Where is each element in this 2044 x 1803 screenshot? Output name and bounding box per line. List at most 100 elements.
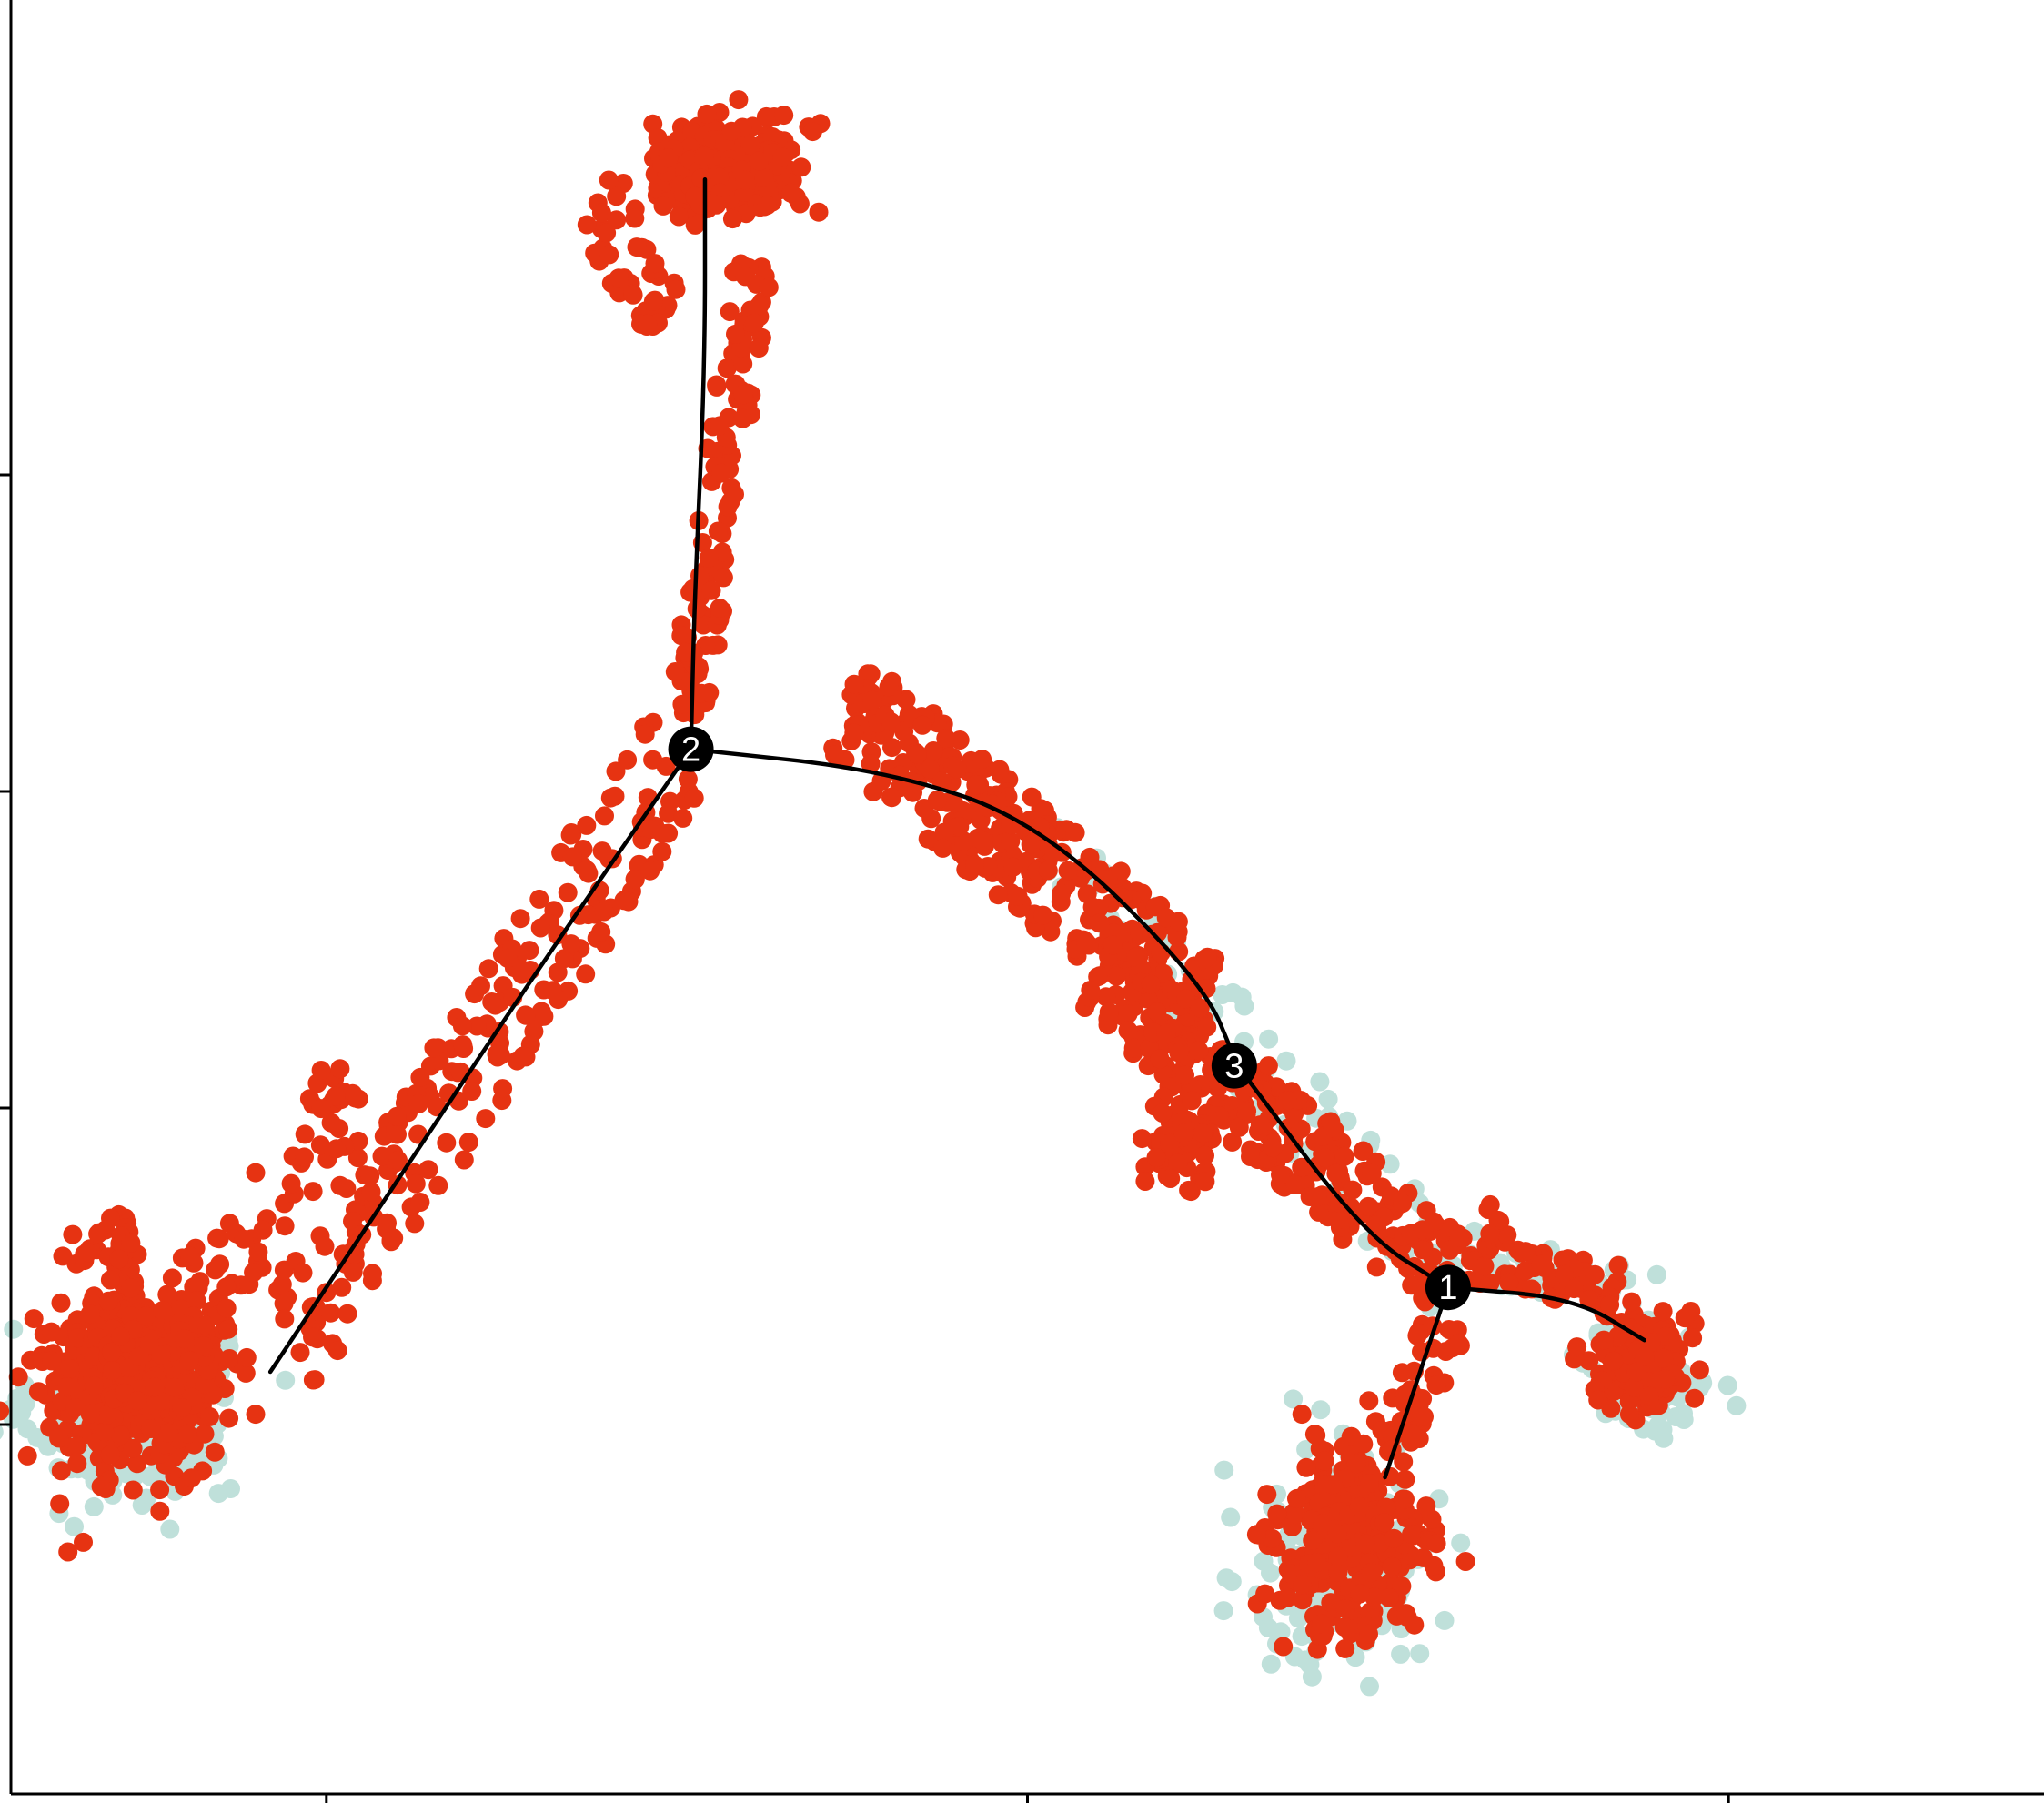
highlighted-cell-point <box>1382 1556 1402 1576</box>
highlighted-cell-point <box>1354 1141 1374 1161</box>
highlighted-cell-point <box>1328 1546 1348 1566</box>
highlighted-cell-point <box>1292 1405 1312 1425</box>
highlighted-cell-point <box>1413 1240 1433 1260</box>
highlighted-cell-point <box>1076 932 1096 952</box>
highlighted-cell-point <box>1173 1123 1193 1143</box>
highlighted-cell-point <box>209 1229 229 1249</box>
highlighted-cell-point <box>1366 1257 1386 1277</box>
highlighted-cell-point <box>327 1341 347 1361</box>
background-cell-point <box>65 1516 84 1536</box>
highlighted-cell-point <box>543 981 562 1001</box>
highlighted-cell-point <box>665 662 685 681</box>
branch-node-marker <box>668 726 714 772</box>
highlighted-cell-point <box>141 1419 161 1438</box>
highlighted-cell-point <box>623 285 643 305</box>
background-cell-point <box>1410 1644 1430 1664</box>
highlighted-cell-point <box>1685 1388 1705 1408</box>
highlighted-cell-point <box>337 1179 357 1198</box>
highlighted-cell-point <box>378 1213 397 1233</box>
highlighted-cell-point <box>558 882 578 902</box>
background-cell-point <box>84 1496 104 1516</box>
branch-node-label: 3 <box>1224 1048 1244 1086</box>
highlighted-cell-point <box>408 1094 428 1113</box>
highlighted-cell-point <box>1328 1210 1348 1230</box>
highlighted-cell-point <box>1306 1425 1326 1445</box>
highlighted-cell-point <box>347 1148 368 1168</box>
highlighted-cell-point <box>1146 1148 1166 1167</box>
highlighted-cell-point <box>1359 1391 1379 1411</box>
highlighted-cell-point <box>127 1454 147 1474</box>
highlighted-cell-point <box>303 1327 322 1347</box>
highlighted-cell-point <box>1449 1227 1469 1247</box>
highlighted-cell-point <box>452 1016 472 1036</box>
highlighted-cell-point <box>1175 989 1195 1009</box>
highlighted-cell-point <box>109 1249 129 1269</box>
highlighted-cell-point <box>1608 1255 1628 1275</box>
highlighted-cell-point <box>1266 1077 1286 1097</box>
highlighted-cell-point <box>274 1260 294 1280</box>
background-cell-point <box>4 1319 24 1339</box>
branch-point-1: 1 <box>1425 1264 1471 1311</box>
highlighted-cell-point <box>577 815 597 835</box>
highlighted-cell-point <box>1447 1320 1467 1340</box>
highlighted-cell-point <box>862 690 882 710</box>
highlighted-cell-point <box>281 1173 301 1194</box>
highlighted-cell-point <box>713 568 733 588</box>
highlighted-cell-point <box>1113 888 1133 908</box>
highlighted-cell-point <box>524 1022 544 1042</box>
highlighted-cell-point <box>1246 1525 1266 1545</box>
highlighted-cell-point <box>920 760 940 779</box>
highlighted-cell-point <box>157 1284 177 1304</box>
highlighted-cell-point <box>1424 1212 1444 1232</box>
highlighted-cell-point <box>710 599 730 618</box>
highlighted-cell-point <box>78 1243 98 1263</box>
highlighted-cell-point <box>1585 1264 1605 1284</box>
background-cell-point <box>1391 1644 1411 1664</box>
highlighted-cell-point <box>1374 1513 1395 1533</box>
highlighted-cell-point <box>1099 1002 1119 1022</box>
highlighted-cell-point <box>1096 987 1116 1007</box>
highlighted-cell-point <box>216 1298 237 1318</box>
highlighted-cell-point <box>274 1294 294 1314</box>
highlighted-cell-point <box>861 754 881 773</box>
highlighted-cell-point <box>498 948 518 968</box>
highlighted-cell-point <box>1328 1562 1348 1582</box>
highlighted-cell-point <box>65 1398 86 1418</box>
highlighted-cell-point <box>1392 1363 1412 1383</box>
trajectory-line-stem-top <box>689 176 708 751</box>
highlighted-cell-point <box>74 1532 93 1552</box>
highlighted-cell-point <box>424 1038 444 1058</box>
highlighted-cell-point <box>1132 1129 1152 1149</box>
highlighted-cell-point <box>100 1445 120 1465</box>
highlighted-cell-point <box>1414 1547 1434 1567</box>
highlighted-cell-point <box>103 1361 122 1381</box>
highlighted-cell-point <box>965 855 984 875</box>
branch-node-marker <box>1425 1264 1471 1311</box>
highlighted-cell-point <box>701 580 721 600</box>
highlighted-cell-point <box>882 738 901 758</box>
highlighted-cell-point <box>1475 1256 1495 1276</box>
highlighted-cell-point <box>562 847 582 867</box>
highlighted-cell-point <box>591 922 611 942</box>
highlighted-cell-point <box>1008 886 1028 906</box>
highlighted-cell-point <box>1600 1294 1620 1314</box>
highlighted-cell-point <box>1293 1590 1313 1610</box>
highlighted-cell-point <box>1654 1348 1674 1368</box>
highlighted-cell-point <box>594 902 614 922</box>
highlighted-cell-point <box>733 385 753 405</box>
highlighted-cell-point <box>717 358 737 378</box>
highlighted-cell-point <box>671 626 691 646</box>
highlighted-cell-point <box>1334 1617 1354 1637</box>
highlighted-cell-point <box>1309 1202 1329 1222</box>
highlighted-cell-point <box>576 964 596 984</box>
background-cell-point <box>1435 1610 1455 1630</box>
highlighted-cell-point <box>98 1291 118 1311</box>
highlighted-cell-point <box>678 770 698 789</box>
highlighted-cell-point <box>363 1264 382 1284</box>
highlighted-cell-point <box>735 170 755 190</box>
highlighted-cell-point <box>844 723 864 743</box>
highlighted-cell-point <box>1263 1138 1283 1158</box>
highlighted-cell-point <box>272 1274 292 1294</box>
branch-point-2: 2 <box>668 726 714 772</box>
